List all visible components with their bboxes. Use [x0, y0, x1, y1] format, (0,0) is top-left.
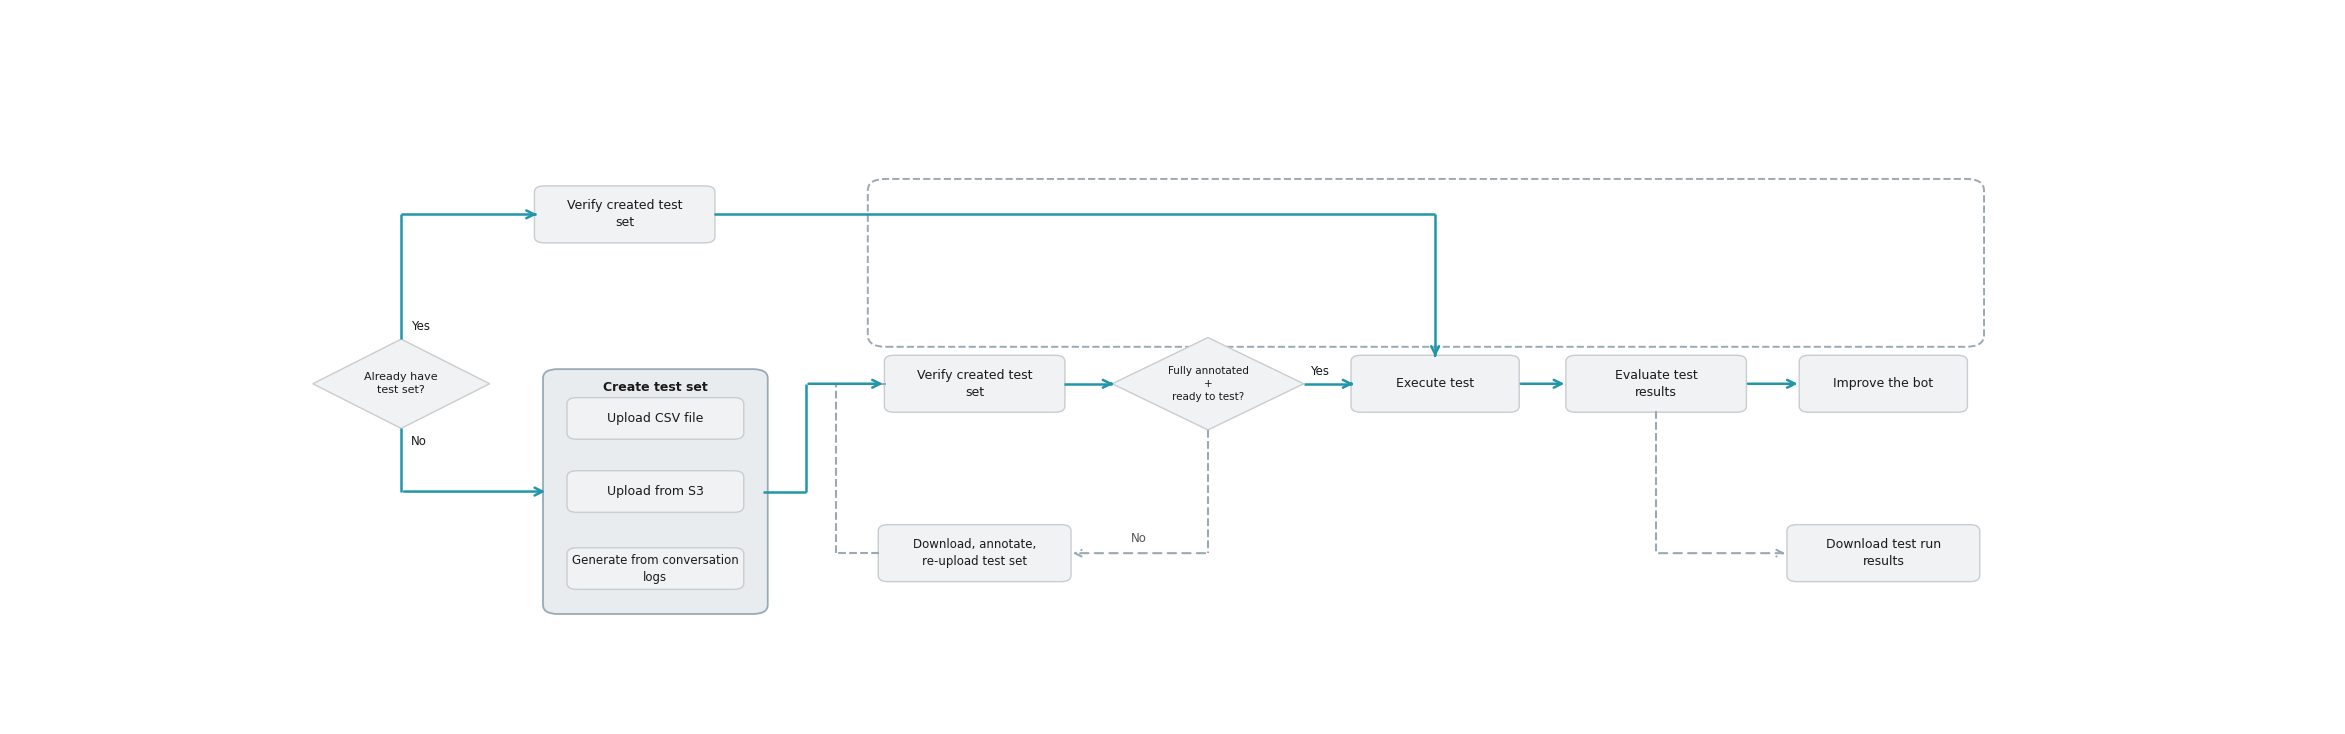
- Text: Evaluate test
results: Evaluate test results: [1616, 368, 1698, 399]
- FancyBboxPatch shape: [1787, 525, 1979, 581]
- Polygon shape: [312, 339, 490, 429]
- Text: Yes: Yes: [1311, 366, 1330, 378]
- Text: Download test run
results: Download test run results: [1827, 538, 1942, 568]
- Text: Improve the bot: Improve the bot: [1834, 377, 1932, 390]
- Text: Execute test: Execute test: [1395, 377, 1475, 390]
- Text: Download, annotate,
re-upload test set: Download, annotate, re-upload test set: [912, 538, 1036, 568]
- Text: Already have
test set?: Already have test set?: [363, 372, 439, 396]
- FancyBboxPatch shape: [1799, 355, 1967, 413]
- Text: Yes: Yes: [410, 320, 429, 333]
- FancyBboxPatch shape: [884, 355, 1065, 413]
- Text: No: No: [410, 435, 427, 448]
- FancyBboxPatch shape: [879, 525, 1072, 581]
- FancyBboxPatch shape: [535, 186, 715, 243]
- Text: Upload from S3: Upload from S3: [607, 485, 704, 498]
- Text: Verify created test
set: Verify created test set: [567, 200, 682, 229]
- Text: Create test set: Create test set: [603, 381, 708, 394]
- FancyBboxPatch shape: [544, 369, 767, 614]
- FancyBboxPatch shape: [567, 398, 743, 439]
- Text: Upload CSV file: Upload CSV file: [607, 412, 704, 425]
- FancyBboxPatch shape: [567, 548, 743, 589]
- Text: Generate from conversation
logs: Generate from conversation logs: [572, 553, 739, 584]
- FancyBboxPatch shape: [1351, 355, 1520, 413]
- Text: Verify created test
set: Verify created test set: [917, 368, 1032, 399]
- FancyBboxPatch shape: [567, 470, 743, 512]
- Polygon shape: [1112, 338, 1304, 430]
- Text: No: No: [1130, 532, 1147, 545]
- Text: Fully annotated
+
ready to test?: Fully annotated + ready to test?: [1168, 366, 1248, 402]
- FancyBboxPatch shape: [1566, 355, 1747, 413]
